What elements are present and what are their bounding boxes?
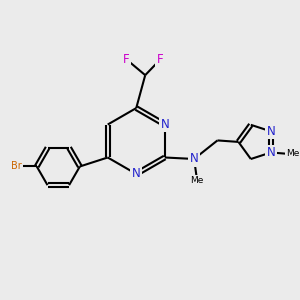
- Text: F: F: [123, 53, 130, 66]
- Text: F: F: [157, 53, 164, 66]
- Text: N: N: [160, 118, 169, 131]
- Text: N: N: [266, 125, 275, 138]
- Text: N: N: [132, 167, 141, 181]
- Text: N: N: [190, 152, 199, 166]
- Text: Br: Br: [11, 161, 22, 172]
- Text: Me: Me: [286, 149, 299, 158]
- Text: N: N: [266, 146, 275, 159]
- Text: Me: Me: [190, 176, 204, 185]
